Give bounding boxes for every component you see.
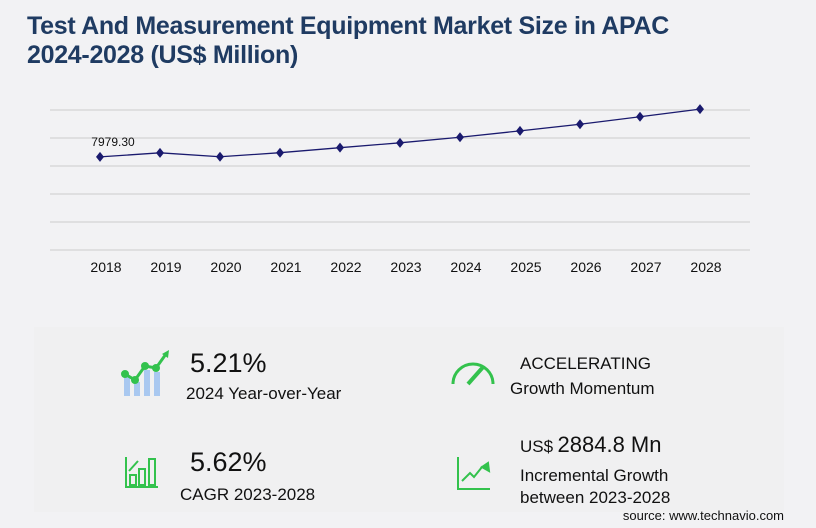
line-chart: 2018 7979.30 2019 2020 2021 2022 2023 2024 2025 2… [50, 104, 750, 275]
data-label: 7979.30 [91, 135, 135, 149]
yoy-label: 2024 Year-over-Year [186, 384, 342, 403]
x-tick-label: 2020 [210, 259, 241, 275]
bar-chart-icon [125, 457, 158, 488]
data-point-2024 [456, 132, 464, 143]
cagr-label: CAGR 2023-2028 [180, 485, 316, 504]
chart-title: Test And Measurement Equipment Market Si… [27, 12, 669, 70]
x-tick-label: 2022 [330, 259, 361, 275]
incremental-value-line: US$ 2884.8 Mn [520, 432, 662, 458]
cagr-value: 5.62% [190, 447, 267, 477]
momentum-label: Growth Momentum [510, 379, 655, 398]
incremental-value: 2884.8 Mn [557, 432, 662, 457]
x-tick-label: 2023 [390, 259, 421, 275]
incremental-label-2: between 2023-2028 [520, 488, 671, 507]
data-point-2022 [336, 142, 344, 153]
currency-prefix: US$ [520, 437, 554, 456]
data-point-2028 [696, 104, 704, 115]
x-tick-label: 2019 [150, 259, 181, 275]
x-tick-label: 2018 [90, 259, 121, 275]
data-point-2021 [276, 147, 284, 158]
speedometer-icon [451, 362, 495, 386]
data-point-2027 [636, 111, 644, 122]
data-point-2019 [156, 147, 164, 158]
stats-panel [34, 327, 784, 512]
growth-chart-icon [121, 350, 169, 396]
x-tick-label: 2026 [570, 259, 601, 275]
source-text: source: www.technavio.com [622, 508, 784, 523]
series-line [99, 108, 701, 158]
trend-up-icon [457, 457, 491, 490]
data-point-2020 [216, 151, 224, 162]
data-point-2025 [516, 125, 524, 136]
title-line-1: Test And Measurement Equipment Market Si… [27, 12, 670, 40]
x-tick-label: 2028 [690, 259, 721, 275]
incremental-label-1: Incremental Growth [520, 466, 669, 485]
yoy-value: 5.21% [190, 348, 267, 378]
data-point-2018 [96, 151, 104, 162]
data-point-2023 [396, 137, 404, 148]
title-line-2: 2024-2028 (US$ Million) [27, 41, 298, 69]
x-tick-label: 2021 [270, 259, 301, 275]
momentum-value: ACCELERATING [520, 354, 651, 373]
x-tick-label: 2027 [630, 259, 661, 275]
x-tick-label: 2025 [510, 259, 541, 275]
data-point-2026 [576, 119, 584, 130]
x-tick-label: 2024 [450, 259, 481, 275]
